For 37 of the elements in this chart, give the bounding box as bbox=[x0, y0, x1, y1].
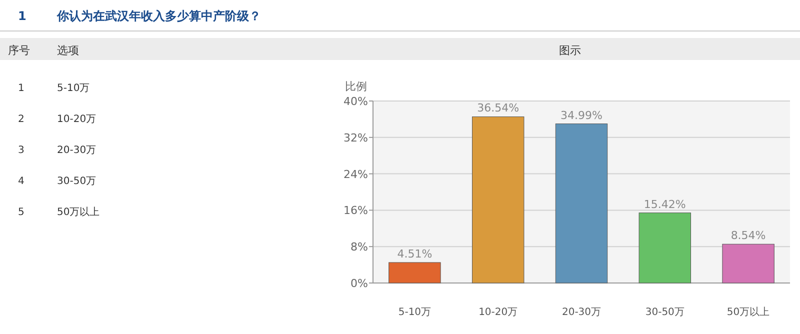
text: 2 bbox=[18, 114, 24, 125]
data-label: 4.51% bbox=[397, 247, 432, 260]
bar bbox=[388, 262, 441, 284]
data-label: 15.42% bbox=[644, 198, 686, 211]
bar bbox=[722, 244, 774, 284]
bar bbox=[638, 212, 692, 284]
text: 20-30万 bbox=[57, 145, 96, 156]
y-tick-label: 24% bbox=[344, 168, 368, 181]
y-tick-label: 40% bbox=[344, 95, 368, 108]
y-tick-label: 32% bbox=[344, 131, 368, 144]
x-tick-label: 30-50万 bbox=[645, 307, 684, 318]
text: 你认为在武汉年收入多少算中产阶级？ bbox=[56, 9, 261, 23]
text: 50万以上 bbox=[57, 206, 100, 218]
text: 1 bbox=[18, 9, 26, 23]
y-tick-label: 0% bbox=[350, 277, 368, 290]
text: 图示 bbox=[559, 44, 581, 57]
data-label: 36.54% bbox=[477, 102, 520, 115]
text: 30-50万 bbox=[57, 176, 96, 187]
x-tick-label: 5-10万 bbox=[398, 307, 432, 318]
text: 选项 bbox=[57, 44, 79, 57]
bar bbox=[555, 124, 608, 284]
text: 1 bbox=[18, 83, 24, 94]
text: 5-10万 bbox=[57, 83, 90, 94]
data-label: 34.99% bbox=[560, 108, 602, 122]
data-label: 8.54% bbox=[730, 229, 766, 242]
text: 序号 bbox=[8, 44, 30, 57]
bar bbox=[472, 116, 524, 284]
y-tick-label: 8% bbox=[350, 240, 368, 254]
text: 4 bbox=[18, 176, 24, 187]
text: 5 bbox=[18, 207, 24, 218]
y-axis-title: 比例 bbox=[345, 80, 367, 93]
text: 3 bbox=[18, 145, 24, 156]
y-tick-label: 16% bbox=[344, 204, 368, 218]
text: 10-20万 bbox=[57, 114, 96, 125]
x-tick-label: 50万以上 bbox=[726, 306, 770, 318]
x-tick-label: 10-20万 bbox=[478, 307, 518, 318]
x-tick-label: 20-30万 bbox=[562, 307, 602, 318]
